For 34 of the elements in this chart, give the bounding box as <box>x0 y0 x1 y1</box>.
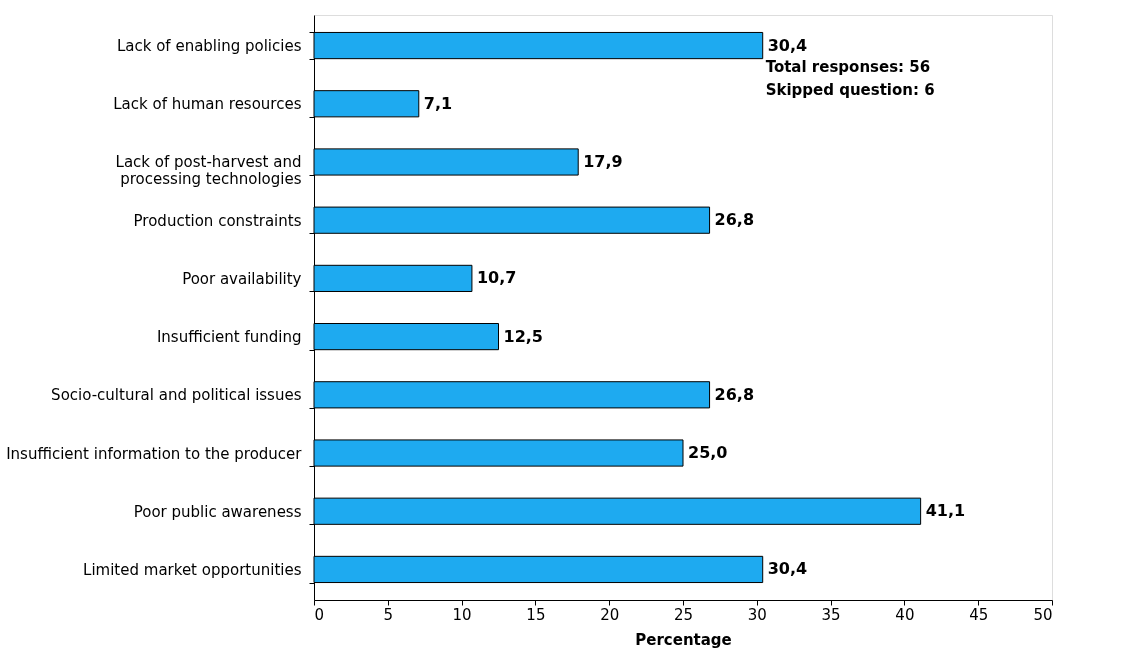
x-axis-title: Percentage <box>635 630 732 649</box>
x-tick-label: 10 <box>452 605 472 624</box>
data-label: 41,1 <box>925 501 966 521</box>
x-tick-label: 35 <box>821 605 841 624</box>
data-label: 12,5 <box>503 326 543 346</box>
x-tick-label: 25 <box>673 605 694 624</box>
x-tick-label: 5 <box>383 605 394 624</box>
y-tick-label: Limited market opportunities <box>83 560 302 579</box>
y-tick-label: Insufficient funding <box>156 328 302 347</box>
x-tick-label: 50 <box>1033 605 1053 624</box>
data-label: 30,4 <box>767 35 808 55</box>
y-tick-label: Socio-cultural and political issues <box>51 386 302 405</box>
x-tick-label: 30 <box>747 605 767 624</box>
data-label: 7,1 <box>423 93 453 113</box>
annotation: Skipped question: 6 <box>765 81 935 99</box>
annotation: Total responses: 56 <box>765 58 931 76</box>
data-label: 10,7 <box>476 268 517 288</box>
x-tick-label: 20 <box>600 605 620 624</box>
x-tick-label: 40 <box>895 605 915 624</box>
y-tick-label: Lack of enabling policies <box>116 37 302 56</box>
y-tick-label: Lack of human resources <box>113 95 302 114</box>
data-label: 26,8 <box>714 210 755 230</box>
data-label: 30,4 <box>767 559 808 579</box>
y-tick-label: Insufficient information to the producer <box>6 444 303 463</box>
data-label: 17,9 <box>583 151 623 171</box>
data-label: 25,0 <box>688 443 728 463</box>
y-tick-label: Poor availability <box>182 269 302 288</box>
x-tick-label: 0 <box>314 605 325 624</box>
x-tick-label: 15 <box>526 605 546 624</box>
y-tick-label: Production constraints <box>133 211 302 230</box>
x-tick-label: 45 <box>969 605 989 624</box>
data-label: 26,8 <box>714 384 755 404</box>
y-tick-label: Poor public awareness <box>133 502 302 521</box>
y-tick-label: Lack of post-harvest and processing technologies <box>115 153 302 189</box>
